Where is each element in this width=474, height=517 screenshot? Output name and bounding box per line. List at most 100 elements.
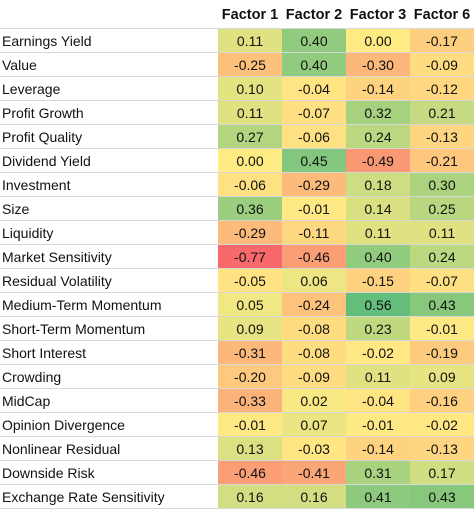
heatmap-cell: 0.11 — [346, 365, 410, 389]
row-divider — [0, 76, 474, 77]
row-label: Leverage — [2, 81, 61, 97]
heatmap-cell: 0.36 — [218, 197, 282, 221]
heatmap-cell: -0.06 — [218, 173, 282, 197]
row-divider — [0, 244, 474, 245]
row-divider — [0, 340, 474, 341]
heatmap-cell: 0.07 — [282, 413, 346, 437]
heatmap-cell: -0.02 — [410, 413, 474, 437]
heatmap-cell: -0.07 — [282, 101, 346, 125]
heatmap-cell: -0.30 — [346, 53, 410, 77]
row-divider — [0, 436, 474, 437]
heatmap-cell: -0.03 — [282, 437, 346, 461]
heatmap-cell: 0.23 — [346, 317, 410, 341]
heatmap-cell: -0.24 — [282, 293, 346, 317]
heatmap-cell: 0.09 — [218, 317, 282, 341]
row-label: Short Interest — [2, 345, 87, 361]
heatmap-cell: -0.12 — [410, 77, 474, 101]
heatmap-cell: 0.24 — [346, 125, 410, 149]
heatmap-cell: 0.06 — [282, 269, 346, 293]
heatmap-cell: -0.16 — [410, 389, 474, 413]
row-label: Investment — [2, 177, 71, 193]
row-divider — [0, 172, 474, 173]
heatmap-cell: 0.00 — [346, 29, 410, 53]
row-divider — [0, 28, 474, 29]
heatmap-cell: -0.21 — [410, 149, 474, 173]
heatmap-cell: -0.46 — [282, 245, 346, 269]
heatmap-cell: -0.09 — [282, 365, 346, 389]
column-header: Factor 6 — [413, 7, 471, 23]
heatmap-cell: -0.46 — [218, 461, 282, 485]
heatmap-cell: -0.07 — [410, 269, 474, 293]
heatmap-cell: -0.14 — [346, 77, 410, 101]
heatmap-cell: -0.17 — [410, 29, 474, 53]
row-divider — [0, 388, 474, 389]
row-label: Nonlinear Residual — [2, 441, 121, 457]
heatmap-cell: -0.15 — [346, 269, 410, 293]
heatmap-cell: -0.14 — [346, 437, 410, 461]
heatmap-cell: 0.40 — [346, 245, 410, 269]
heatmap-cell: -0.08 — [282, 341, 346, 365]
row-divider — [0, 196, 474, 197]
heatmap-cell: 0.41 — [346, 485, 410, 509]
row-divider — [0, 148, 474, 149]
heatmap-cell: -0.13 — [410, 125, 474, 149]
heatmap-cell: 0.43 — [410, 485, 474, 509]
row-divider — [0, 316, 474, 317]
heatmap-cell: 0.16 — [218, 485, 282, 509]
column-header: Factor 3 — [349, 7, 407, 23]
row-divider — [0, 364, 474, 365]
row-divider — [0, 52, 474, 53]
heatmap-cell: 0.11 — [346, 221, 410, 245]
heatmap-cell: 0.24 — [410, 245, 474, 269]
row-label: Profit Quality — [2, 129, 83, 145]
row-divider — [0, 460, 474, 461]
heatmap-cell: -0.01 — [218, 413, 282, 437]
heatmap-cell: 0.00 — [218, 149, 282, 173]
heatmap-cell: -0.01 — [346, 413, 410, 437]
heatmap-cell: -0.02 — [346, 341, 410, 365]
heatmap-cell: 0.18 — [346, 173, 410, 197]
heatmap-cell: -0.05 — [218, 269, 282, 293]
heatmap-cell: -0.41 — [282, 461, 346, 485]
heatmap-cell: -0.04 — [282, 77, 346, 101]
row-label: Crowding — [2, 369, 62, 385]
heatmap-cell: -0.77 — [218, 245, 282, 269]
row-label: Exchange Rate Sensitivity — [2, 489, 165, 505]
heatmap-cell: 0.30 — [410, 173, 474, 197]
row-divider — [0, 412, 474, 413]
heatmap-cell: 0.02 — [282, 389, 346, 413]
heatmap-cell: -0.01 — [282, 197, 346, 221]
heatmap-cell: 0.16 — [282, 485, 346, 509]
heatmap-cell: -0.19 — [410, 341, 474, 365]
heatmap-cell: 0.13 — [218, 437, 282, 461]
row-label: Earnings Yield — [2, 33, 92, 49]
row-label: Liquidity — [2, 225, 54, 241]
row-divider — [0, 100, 474, 101]
row-label: Downside Risk — [2, 465, 95, 481]
column-header: Factor 2 — [285, 7, 343, 23]
heatmap-cell: -0.20 — [218, 365, 282, 389]
row-divider — [0, 484, 474, 485]
heatmap-cell: -0.25 — [218, 53, 282, 77]
row-label: Opinion Divergence — [2, 417, 125, 433]
heatmap-cell: -0.08 — [282, 317, 346, 341]
heatmap-cell: -0.29 — [282, 173, 346, 197]
row-divider — [0, 268, 474, 269]
row-divider — [0, 124, 474, 125]
heatmap-cell: -0.29 — [218, 221, 282, 245]
heatmap-cell: 0.11 — [218, 29, 282, 53]
heatmap-cell: 0.05 — [218, 293, 282, 317]
heatmap-cell: 0.40 — [282, 53, 346, 77]
row-label: Market Sensitivity — [2, 249, 112, 265]
heatmap-cell: 0.32 — [346, 101, 410, 125]
heatmap-cell: -0.06 — [282, 125, 346, 149]
heatmap-cell: 0.45 — [282, 149, 346, 173]
row-label: Size — [2, 201, 30, 217]
heatmap-cell: -0.09 — [410, 53, 474, 77]
heatmap-cell: -0.04 — [346, 389, 410, 413]
heatmap-cell: 0.43 — [410, 293, 474, 317]
row-label: MidCap — [2, 393, 51, 409]
heatmap-cell: 0.10 — [218, 77, 282, 101]
row-label: Medium-Term Momentum — [2, 297, 162, 313]
